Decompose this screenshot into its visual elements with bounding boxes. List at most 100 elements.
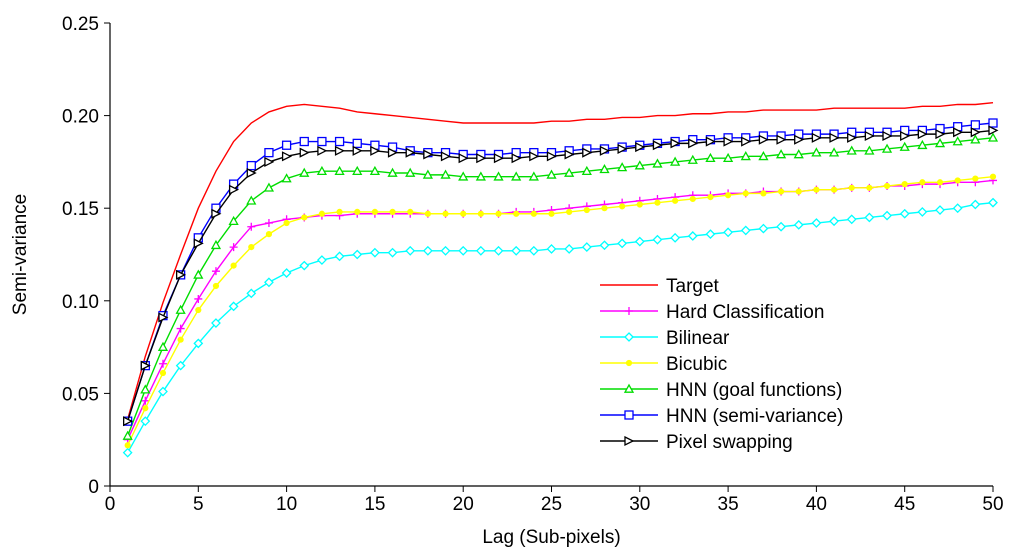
data-point — [281, 140, 292, 150]
series-line-hnn-semi-variance — [126, 122, 994, 422]
data-point — [405, 147, 416, 158]
data-point — [546, 151, 557, 162]
data-point — [935, 205, 945, 215]
legend-label: HNN (goal functions) — [666, 380, 842, 401]
data-point — [299, 260, 310, 271]
data-point — [475, 245, 486, 256]
data-point — [670, 232, 681, 243]
series-layer — [122, 101, 999, 458]
data-point — [369, 165, 381, 176]
data-point — [705, 229, 716, 240]
data-point — [848, 184, 855, 191]
data-point — [601, 205, 608, 212]
data-point — [917, 139, 928, 150]
data-point — [936, 179, 944, 186]
series-line-bicubic — [127, 176, 994, 446]
data-point — [917, 129, 928, 140]
x-tick-label: 35 — [718, 494, 739, 515]
data-point — [175, 269, 187, 280]
legend-item-target: Target — [600, 276, 720, 297]
legend-item-hard-classification: Hard Classification — [600, 302, 824, 323]
data-point — [211, 267, 220, 276]
data-point — [122, 447, 133, 458]
data-point — [899, 208, 910, 219]
data-point — [352, 249, 363, 260]
data-point — [917, 206, 928, 217]
data-point — [405, 167, 416, 177]
data-point — [564, 244, 575, 254]
data-point — [334, 145, 346, 156]
x-tick-label: 20 — [453, 494, 474, 515]
data-point — [953, 127, 964, 138]
data-point — [972, 175, 979, 182]
data-point — [899, 141, 910, 151]
data-point — [882, 210, 892, 221]
data-point — [440, 169, 451, 179]
data-point — [811, 218, 822, 228]
data-point — [140, 360, 151, 371]
data-point — [548, 210, 555, 217]
data-point — [299, 167, 310, 177]
data-point — [193, 238, 204, 249]
data-point — [477, 210, 484, 217]
legend-marker — [625, 307, 633, 315]
data-point — [775, 149, 787, 159]
data-point — [741, 136, 752, 147]
data-point — [546, 169, 557, 179]
data-point — [829, 216, 839, 227]
data-point — [424, 210, 431, 217]
legend-marker — [623, 383, 635, 393]
legend-item-bicubic: Bicubic — [600, 354, 727, 375]
data-point — [281, 268, 292, 278]
data-point — [864, 130, 875, 142]
data-point — [617, 143, 628, 154]
data-point — [422, 169, 433, 179]
data-point — [387, 167, 398, 177]
y-tick-label: 0.15 — [62, 199, 99, 220]
data-point — [687, 231, 698, 241]
data-point — [229, 243, 238, 252]
series-bilinear — [122, 197, 998, 458]
data-point — [387, 147, 399, 158]
data-point — [281, 151, 293, 162]
data-point — [423, 149, 434, 160]
data-point — [141, 396, 150, 405]
data-point — [265, 231, 273, 238]
data-point — [952, 203, 963, 214]
data-point — [493, 245, 504, 256]
data-point — [581, 242, 592, 253]
series-hnn-semi-variance — [123, 118, 998, 426]
data-point — [619, 203, 626, 210]
data-point — [829, 132, 840, 143]
data-point — [158, 359, 167, 368]
data-point — [954, 177, 961, 184]
data-point — [405, 245, 416, 256]
data-point — [583, 206, 590, 214]
legend-item-hnn-semi-variance: HNN (semi-variance) — [600, 406, 843, 427]
data-point — [900, 130, 911, 142]
y-tick-label: 0.05 — [62, 384, 99, 405]
data-point — [318, 210, 326, 217]
data-point — [935, 129, 946, 140]
data-point — [157, 341, 169, 351]
data-point — [440, 245, 451, 256]
data-point — [369, 247, 380, 258]
x-tick-label: 40 — [806, 494, 827, 515]
y-tick-label: 0.25 — [62, 14, 99, 35]
data-point — [758, 151, 769, 161]
legend-label: Bicubic — [666, 354, 727, 375]
data-point — [228, 184, 240, 195]
data-point — [317, 145, 328, 156]
data-point — [564, 167, 575, 177]
data-point — [495, 210, 502, 217]
data-point — [970, 127, 981, 138]
data-point — [334, 136, 345, 147]
data-point — [159, 369, 167, 377]
data-point — [654, 199, 661, 206]
series-line-bilinear — [127, 201, 994, 454]
data-point — [511, 245, 522, 256]
data-point — [670, 138, 681, 149]
data-point — [988, 197, 998, 208]
data-point — [248, 243, 255, 251]
